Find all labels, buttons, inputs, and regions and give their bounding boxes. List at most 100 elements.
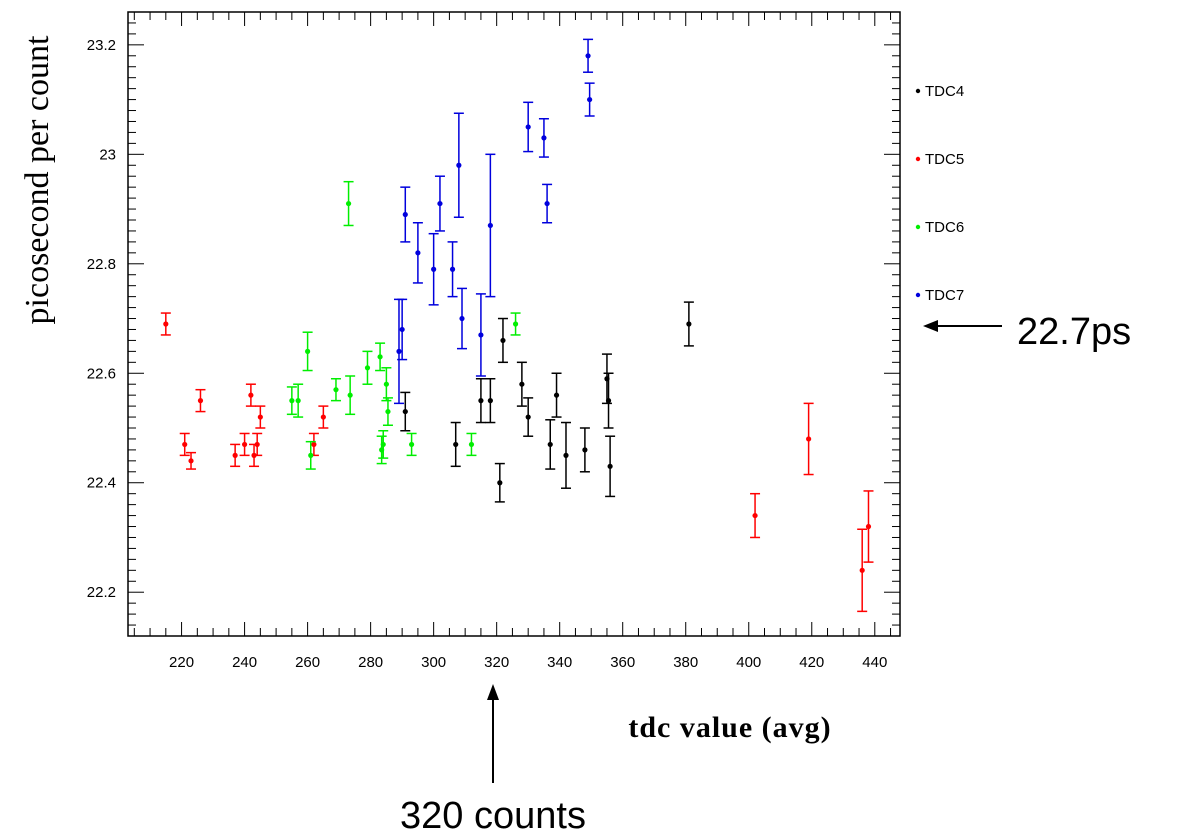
- legend-marker: [915, 88, 921, 94]
- data-point: [305, 440, 316, 470]
- marker: [305, 348, 311, 354]
- marker: [525, 414, 531, 420]
- marker: [364, 365, 371, 371]
- data-point: [447, 241, 458, 298]
- data-point: [397, 298, 408, 361]
- marker: [478, 332, 484, 338]
- marker: [396, 348, 402, 354]
- marker: [468, 441, 475, 448]
- data-point: [560, 421, 571, 489]
- x-tick-label: 400: [736, 654, 761, 671]
- marker: [408, 441, 415, 448]
- data-point: [179, 432, 190, 457]
- marker: [553, 392, 560, 398]
- data-point: [466, 432, 477, 457]
- marker: [500, 337, 506, 344]
- marker: [859, 567, 865, 573]
- legend-label: TDC4: [925, 83, 964, 100]
- data-point: [485, 153, 496, 298]
- legend-marker: [915, 156, 921, 162]
- marker: [197, 398, 204, 404]
- data-point: [375, 342, 386, 372]
- x-tick-label: 380: [673, 654, 698, 671]
- marker: [333, 387, 339, 393]
- x-tick-label: 440: [862, 654, 887, 671]
- data-point: [293, 383, 304, 418]
- plot-frame: [127, 11, 901, 637]
- x-tick-label: 420: [799, 654, 824, 671]
- data-point: [497, 317, 508, 364]
- y-tick-label: 22.8: [87, 256, 116, 273]
- marker: [478, 398, 484, 404]
- legend-marker: [915, 292, 921, 298]
- data-point: [457, 287, 468, 350]
- marker: [585, 53, 591, 59]
- data-point: [579, 427, 590, 473]
- marker: [182, 441, 188, 448]
- legend-item-tdc6: TDC6: [915, 219, 964, 236]
- data-point: [412, 221, 423, 284]
- marker: [752, 512, 758, 519]
- data-point: [362, 350, 373, 385]
- data-point: [683, 301, 694, 347]
- x-tick-label: 320: [484, 654, 509, 671]
- marker: [345, 200, 352, 207]
- data-point: [605, 435, 616, 498]
- marker: [320, 414, 326, 420]
- x-tick-label: 220: [169, 654, 194, 671]
- legend-label: TDC7: [925, 287, 964, 304]
- data-point: [378, 429, 389, 459]
- marker: [487, 398, 493, 404]
- marker: [459, 315, 465, 322]
- y-tick-label: 22.6: [87, 365, 116, 382]
- legend: TDC4 TDC5 TDC6 TDC7: [915, 83, 964, 304]
- data-point: [330, 377, 341, 402]
- marker: [563, 452, 569, 458]
- marker: [232, 452, 238, 458]
- data-point: [538, 117, 549, 158]
- data-point: [239, 432, 250, 457]
- series-tdc6: [286, 180, 521, 470]
- marker: [295, 398, 301, 404]
- data-point: [523, 101, 534, 153]
- data-point: [286, 386, 297, 416]
- data-point: [406, 432, 417, 457]
- data-point: [750, 492, 761, 539]
- marker: [544, 200, 550, 207]
- marker: [399, 326, 405, 333]
- x-tick-label: 300: [421, 654, 446, 671]
- series-tdc4: [400, 301, 694, 503]
- annotation-arrow-right: [923, 320, 1002, 332]
- marker: [437, 200, 443, 207]
- data-point: [603, 372, 614, 429]
- annotation-arrow-bottom: [487, 684, 499, 783]
- marker: [453, 441, 459, 448]
- marker: [248, 392, 254, 398]
- data-point: [252, 432, 263, 457]
- marker: [512, 321, 519, 327]
- legend-label: TDC5: [925, 151, 964, 168]
- marker: [497, 480, 503, 486]
- data-point: [345, 375, 356, 416]
- data-point: [302, 331, 313, 372]
- marker: [385, 408, 391, 415]
- marker: [377, 354, 383, 360]
- annotation-label-right: 22.7ps: [1017, 311, 1131, 353]
- y-tick-label: 22.2: [87, 584, 116, 601]
- marker: [456, 162, 462, 168]
- marker: [519, 381, 525, 387]
- marker: [605, 398, 612, 404]
- x-tick-label: 260: [295, 654, 320, 671]
- marker: [547, 441, 553, 448]
- marker: [383, 381, 389, 387]
- y-tick-label: 22.4: [87, 475, 116, 492]
- y-axis-title: picosecond per count: [19, 35, 56, 324]
- data-point: [601, 353, 612, 405]
- series-tdc7: [393, 38, 595, 405]
- data-point: [584, 82, 595, 117]
- marker: [587, 96, 593, 103]
- data-point: [434, 175, 445, 232]
- data-point: [453, 112, 464, 219]
- data-point: [475, 293, 486, 377]
